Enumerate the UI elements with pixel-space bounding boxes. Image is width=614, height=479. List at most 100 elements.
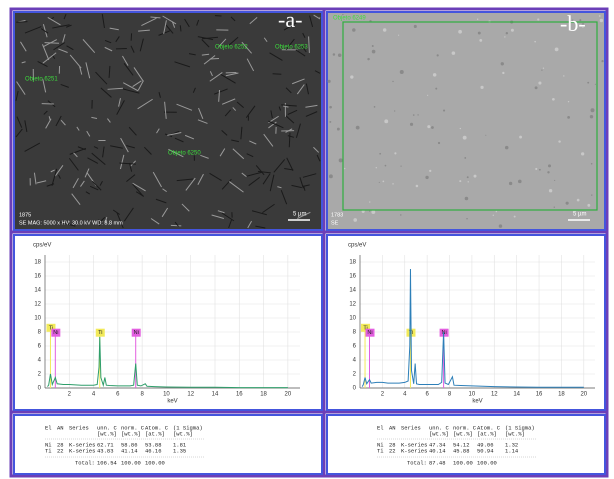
texture-dot xyxy=(376,167,377,168)
texture-dot xyxy=(566,202,569,205)
panel-label: -b- xyxy=(560,11,586,36)
texture-dot xyxy=(353,218,357,222)
x-axis-title: keV xyxy=(472,399,482,405)
x-tick-label: 16 xyxy=(236,392,243,398)
texture-dot xyxy=(477,19,478,20)
table-header: Series xyxy=(401,424,421,431)
object-label: Objeto 6251 xyxy=(25,77,58,83)
table-header: AN xyxy=(57,424,64,431)
texture-dot xyxy=(414,25,417,28)
x-axis-title: keV xyxy=(167,399,177,405)
texture-dot xyxy=(563,75,564,76)
y-axis-title: cps/eV xyxy=(33,243,51,249)
texture-dot xyxy=(554,180,555,181)
texture-dot xyxy=(352,28,356,32)
x-tick-label: 12 xyxy=(187,392,194,398)
texture-dot xyxy=(400,166,401,167)
object-label: Objeto 6253 xyxy=(275,45,308,51)
table-cell: 43.83 xyxy=(97,447,114,454)
element-label: Ni xyxy=(367,330,372,336)
panel-label: -a- xyxy=(278,7,302,32)
table-cell: K-series xyxy=(69,447,95,454)
texture-dot xyxy=(501,62,504,65)
texture-dot xyxy=(367,58,369,60)
x-tick-label: 12 xyxy=(491,392,498,398)
texture-dot xyxy=(493,215,494,216)
texture-dot xyxy=(548,164,551,167)
y-tick-label: 18 xyxy=(349,260,356,266)
x-tick-label: 14 xyxy=(212,392,219,398)
scale-label: 5 µm xyxy=(573,212,586,218)
table-unit: [wt.%] xyxy=(429,430,449,437)
texture-dot xyxy=(506,32,508,34)
image-id: 1875 xyxy=(19,212,31,218)
texture-dot xyxy=(518,180,522,184)
table-unit: [wt.%] xyxy=(173,430,193,437)
object-label: Objeto 6252 xyxy=(215,45,248,51)
texture-dot xyxy=(400,214,401,215)
table-cell: 22 xyxy=(57,447,64,454)
element-label: Ni xyxy=(134,330,139,336)
x-tick-label: 10 xyxy=(469,392,476,398)
texture-dot xyxy=(466,218,467,219)
image-info: SE xyxy=(331,220,339,226)
texture-dot xyxy=(382,181,384,183)
texture-streak xyxy=(273,74,282,75)
element-label: Ni xyxy=(53,330,58,336)
texture-dot xyxy=(425,176,428,179)
y-tick-label: 16 xyxy=(34,274,41,280)
texture-dot xyxy=(398,35,399,36)
texture-dot xyxy=(543,68,544,69)
texture-dot xyxy=(599,15,601,17)
y-tick-label: 10 xyxy=(349,316,356,322)
texture-dot xyxy=(577,199,580,202)
texture-dot xyxy=(478,32,481,35)
texture-dot xyxy=(459,180,461,182)
texture-dot xyxy=(463,136,467,140)
texture-dot xyxy=(356,126,360,130)
texture-dot xyxy=(464,157,466,159)
table-cell: 46.16 xyxy=(145,447,162,454)
table-total: 100.00 xyxy=(145,459,165,466)
texture-dot xyxy=(541,69,542,70)
table-cell: 1.14 xyxy=(505,447,519,454)
image-id: 1783 xyxy=(331,212,343,218)
texture-dot xyxy=(505,146,509,150)
texture-dot xyxy=(410,123,413,126)
texture-dot xyxy=(587,204,590,207)
texture-dot xyxy=(394,152,396,154)
texture-dot xyxy=(537,18,539,20)
texture-dot xyxy=(568,101,569,102)
texture-dot xyxy=(383,28,386,31)
texture-dot xyxy=(371,210,375,214)
x-tick-label: 14 xyxy=(513,392,520,398)
table-total: 106.54 xyxy=(97,459,118,466)
texture-dot xyxy=(558,140,560,142)
table-total: 100.00 xyxy=(121,459,141,466)
texture-dot xyxy=(509,182,512,185)
texture-dot xyxy=(350,75,353,78)
texture-dot xyxy=(369,201,370,202)
texture-dot xyxy=(438,142,440,144)
texture-dot xyxy=(427,95,428,96)
texture-dot xyxy=(467,176,469,178)
texture-dot xyxy=(333,53,335,55)
texture-dot xyxy=(549,189,552,192)
texture-dot xyxy=(379,153,381,155)
texture-dot xyxy=(519,136,522,139)
texture-dot xyxy=(338,53,341,56)
texture-dot xyxy=(504,36,505,37)
texture-dot xyxy=(567,116,570,119)
table-total: 100.00 xyxy=(477,459,497,466)
texture-dot xyxy=(443,109,445,111)
texture-dot xyxy=(452,51,456,55)
texture-dot xyxy=(429,170,431,172)
texture-dot xyxy=(499,224,502,227)
texture-dot xyxy=(328,80,331,83)
texture-dot xyxy=(394,110,395,111)
table-cell: K-series xyxy=(401,447,427,454)
texture-dot xyxy=(372,45,374,47)
x-tick-label: 10 xyxy=(163,392,170,398)
texture-dot xyxy=(435,88,437,90)
texture-dot xyxy=(534,41,536,43)
